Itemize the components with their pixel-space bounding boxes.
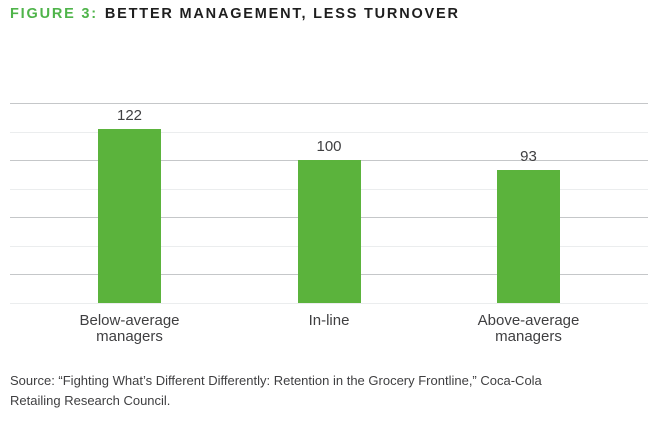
bar-value-label: 100 xyxy=(316,138,342,156)
source-note-line: Source: “Fighting What’s Different Diffe… xyxy=(10,373,542,388)
x-axis-label: Above-average managers xyxy=(448,313,609,345)
bar-value-label: 122 xyxy=(116,106,143,124)
figure-number-label: FIGURE 3: xyxy=(10,6,98,22)
x-axis-label: In-line xyxy=(249,313,410,345)
gridline xyxy=(10,131,648,133)
source-note-line: Retailing Research Council. xyxy=(10,393,171,408)
figure-title: FIGURE 3: BETTER MANAGEMENT, LESS TURNOVE… xyxy=(10,6,460,22)
gridline xyxy=(10,303,648,304)
bar-rect xyxy=(497,170,560,303)
x-axis-label-line: managers xyxy=(96,328,163,345)
x-axis-label-line: Below-average xyxy=(79,312,180,329)
bar-column: 93 xyxy=(497,148,560,303)
bar-column: 122 xyxy=(98,107,161,303)
x-axis-labels: Below-average managers In-line Above-ave… xyxy=(10,313,648,345)
x-axis-label-line: Above-average xyxy=(477,312,580,329)
bar-rect xyxy=(98,128,161,303)
bar-rect xyxy=(297,160,361,303)
bars-row: 122 100 93 xyxy=(10,103,648,303)
x-axis-label-line: managers xyxy=(495,328,562,345)
figure-title-text: BETTER MANAGEMENT, LESS TURNOVER xyxy=(104,6,460,22)
gridline xyxy=(10,103,648,104)
bar-value-label: 93 xyxy=(520,148,537,166)
source-note: Source: “Fighting What’s Different Diffe… xyxy=(10,371,610,411)
plot-area: 122 100 93 xyxy=(10,103,648,304)
x-axis-label: Below-average managers xyxy=(49,313,210,345)
bar-column: 100 xyxy=(297,138,361,303)
x-axis-label-line: In-line xyxy=(308,312,350,329)
